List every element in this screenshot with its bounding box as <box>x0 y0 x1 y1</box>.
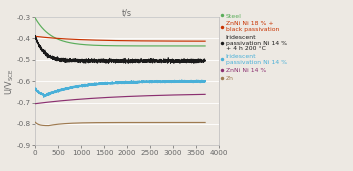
X-axis label: t/s: t/s <box>122 9 132 18</box>
Y-axis label: U/V$_\mathrm{SCE}$: U/V$_\mathrm{SCE}$ <box>3 68 16 95</box>
Legend: Steel, ZnNi Ni 18 % +
black passivation, Iridescent
passivation Ni 14 %
+ 4 h 20: Steel, ZnNi Ni 18 % + black passivation,… <box>221 13 287 81</box>
